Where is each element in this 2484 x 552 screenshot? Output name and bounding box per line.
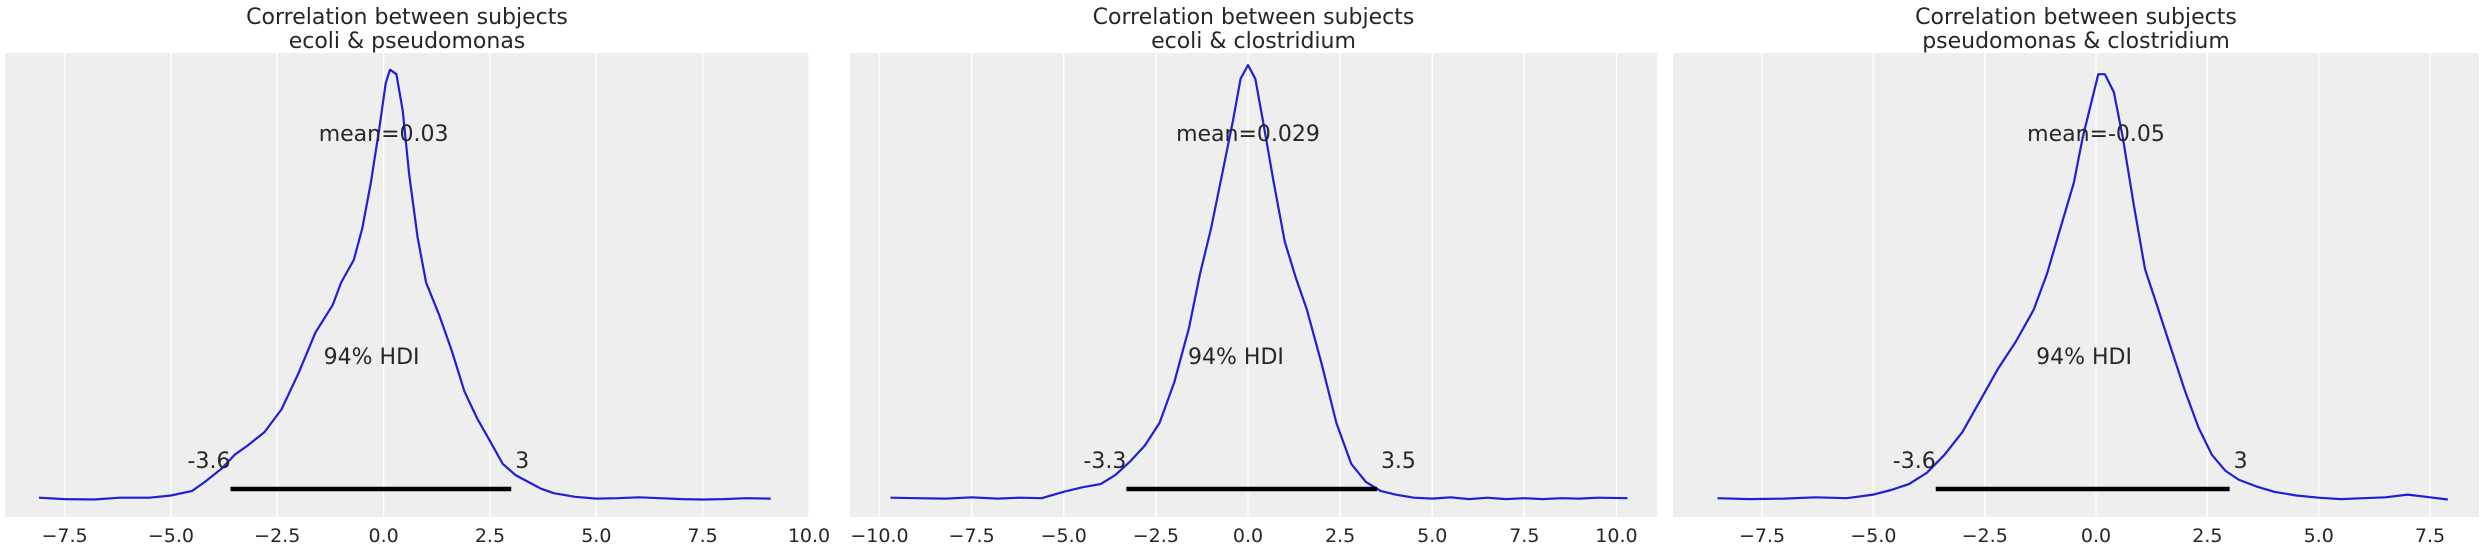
- x-tick-label: 0.0: [1233, 525, 1263, 547]
- x-tick-label: 7.5: [2415, 525, 2445, 547]
- x-tick-label: 5.0: [1417, 525, 1447, 547]
- density-curve: [38, 68, 771, 501]
- x-tick-label: −5.0: [1850, 525, 1896, 547]
- x-tick-label: 2.5: [1325, 525, 1355, 547]
- hdi-low-label: -3.6: [188, 449, 231, 474]
- x-tick-label: −5.0: [1041, 525, 1087, 547]
- hdi-low-label: -3.3: [1083, 449, 1126, 474]
- hdi-high-label: 3.5: [1381, 449, 1416, 474]
- x-tick-label: 2.5: [2192, 525, 2222, 547]
- chart-title-line-2: ecoli & pseudomonas: [289, 29, 526, 54]
- x-tick-label: 10.0: [1595, 525, 1637, 547]
- plot-area: [5, 53, 809, 517]
- subplot-2: -3.3 3.5 94% HDI mean=0.029 Correlation betw…: [850, 5, 1657, 547]
- chart-title-line-2: pseudomonas & clostridium: [1922, 29, 2230, 54]
- x-tick-label: −2.5: [254, 525, 300, 547]
- x-tick-label: −7.5: [41, 525, 87, 547]
- subplot-grid: -3.6 3 94% HDI mean=0.03 Correlation between…: [5, 5, 2479, 547]
- x-tick-label: −2.5: [1962, 525, 2008, 547]
- chart-title-line-1: Correlation between subjects: [1915, 5, 2237, 30]
- mean-label: mean=0.029: [1176, 122, 1320, 147]
- chart-title-line-1: Correlation between subjects: [246, 5, 568, 30]
- x-tick-label: 0.0: [2081, 525, 2111, 547]
- x-tick-label: 5.0: [2304, 525, 2334, 547]
- chart-title-line-2: ecoli & clostridium: [1151, 29, 1356, 54]
- mean-label: mean=0.03: [319, 122, 449, 147]
- density-curve: [1717, 73, 2448, 501]
- x-tick-label: 7.5: [1509, 525, 1539, 547]
- chart-title-line-1: Correlation between subjects: [1093, 5, 1415, 30]
- mean-label: mean=-0.05: [2027, 122, 2165, 147]
- hdi-prob-label: 94% HDI: [324, 345, 420, 370]
- hdi-prob-label: 94% HDI: [2036, 345, 2132, 370]
- plot-area: [850, 53, 1657, 517]
- x-tick-label: −2.5: [1133, 525, 1179, 547]
- x-tick-label: −7.5: [949, 525, 995, 547]
- subplot-3: -3.6 3 94% HDI mean=-0.05 Correlation betwee…: [1673, 5, 2479, 547]
- subplot-1: -3.6 3 94% HDI mean=0.03 Correlation between…: [5, 5, 830, 547]
- x-tick-label: −10.0: [850, 525, 908, 547]
- x-tick-label: 2.5: [475, 525, 505, 547]
- hdi-high-label: 3: [515, 449, 529, 474]
- x-tick-label: 5.0: [581, 525, 611, 547]
- hdi-prob-label: 94% HDI: [1188, 345, 1284, 370]
- x-tick-label: −7.5: [1739, 525, 1785, 547]
- density-curve: [890, 63, 1628, 501]
- x-tick-label: 0.0: [368, 525, 398, 547]
- x-tick-label: 7.5: [688, 525, 718, 547]
- hdi-low-label: -3.6: [1893, 449, 1936, 474]
- x-tick-label: −5.0: [148, 525, 194, 547]
- hdi-high-label: 3: [2234, 449, 2248, 474]
- plot-area: [1673, 53, 2479, 517]
- x-tick-label: 10.0: [788, 525, 830, 547]
